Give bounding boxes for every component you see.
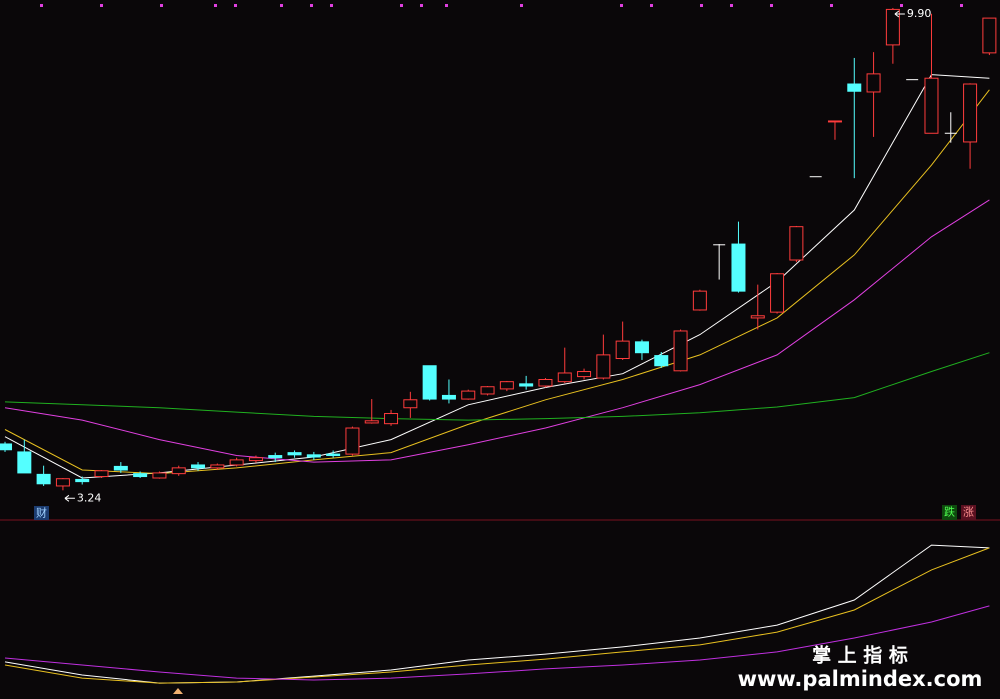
candle-body: [673, 330, 688, 372]
indicator-line: [4, 605, 990, 681]
candle-body: [152, 472, 167, 479]
candle-body: [113, 465, 128, 471]
candle-body: [847, 83, 862, 92]
candle-body: [538, 378, 553, 387]
candle-body: [422, 365, 437, 400]
candle-body: [36, 473, 51, 485]
candle-body: [345, 427, 360, 455]
candle-body: [306, 454, 321, 458]
candle-body: [596, 354, 611, 379]
candle-body: [654, 355, 669, 367]
moving-average-line: [4, 89, 990, 475]
candle-body: [827, 120, 842, 123]
candle-body: [326, 453, 341, 457]
watermark-url: www.palmindex.com: [738, 667, 983, 691]
candle-body: [384, 413, 399, 425]
candle-body: [364, 420, 379, 424]
badge: 财: [36, 506, 47, 520]
candle-body: [963, 83, 978, 143]
candle-body: [17, 451, 32, 474]
candle-body: [770, 273, 785, 313]
candle-body: [441, 394, 456, 400]
top-dots: [40, 4, 963, 7]
candle-body: [789, 226, 804, 261]
candle-body: [982, 17, 997, 54]
moving-average-line: [4, 74, 990, 479]
candle-body: [94, 470, 109, 478]
candle-body: [634, 341, 649, 354]
candle-body: [499, 381, 514, 390]
indicator-line: [4, 547, 990, 684]
candle-body: [229, 459, 244, 466]
candle-body: [248, 457, 263, 462]
badge-bg: [34, 506, 49, 520]
candle-body: [615, 340, 630, 359]
signal-marker: [173, 688, 183, 694]
candle-body: [191, 464, 206, 469]
badge: 跌: [944, 505, 955, 519]
arrow: [894, 10, 905, 18]
candle-body: [75, 478, 90, 483]
price-annotation: 9.90: [907, 7, 932, 20]
watermark-title: 掌 上 指 标: [812, 644, 908, 667]
candle-body: [750, 315, 765, 319]
candle-body: [268, 455, 283, 459]
candle-body: [866, 73, 881, 93]
candle-body: [210, 464, 225, 469]
candle-body: [577, 371, 592, 378]
badge-bg: [942, 505, 957, 520]
arrow: [64, 494, 75, 502]
badge: 涨: [963, 506, 974, 519]
candle-body: [480, 386, 495, 395]
candle-body: [557, 372, 572, 383]
candle-body: [55, 478, 70, 487]
candle-body: [461, 390, 476, 400]
price-annotation: 3.24: [77, 491, 102, 504]
candle-body: [403, 399, 418, 409]
moving-average-line: [4, 352, 990, 421]
moving-average-line: [4, 199, 990, 463]
candle-body: [171, 467, 186, 475]
candle-body: [924, 77, 939, 134]
candle-body: [0, 443, 13, 451]
candle-body: [133, 473, 148, 478]
candle-body: [731, 243, 746, 292]
badge-bg: [961, 505, 976, 520]
candle-body: [519, 383, 534, 387]
candle-body: [287, 452, 302, 456]
candle-body: [692, 290, 707, 311]
candle-body: [885, 8, 900, 46]
